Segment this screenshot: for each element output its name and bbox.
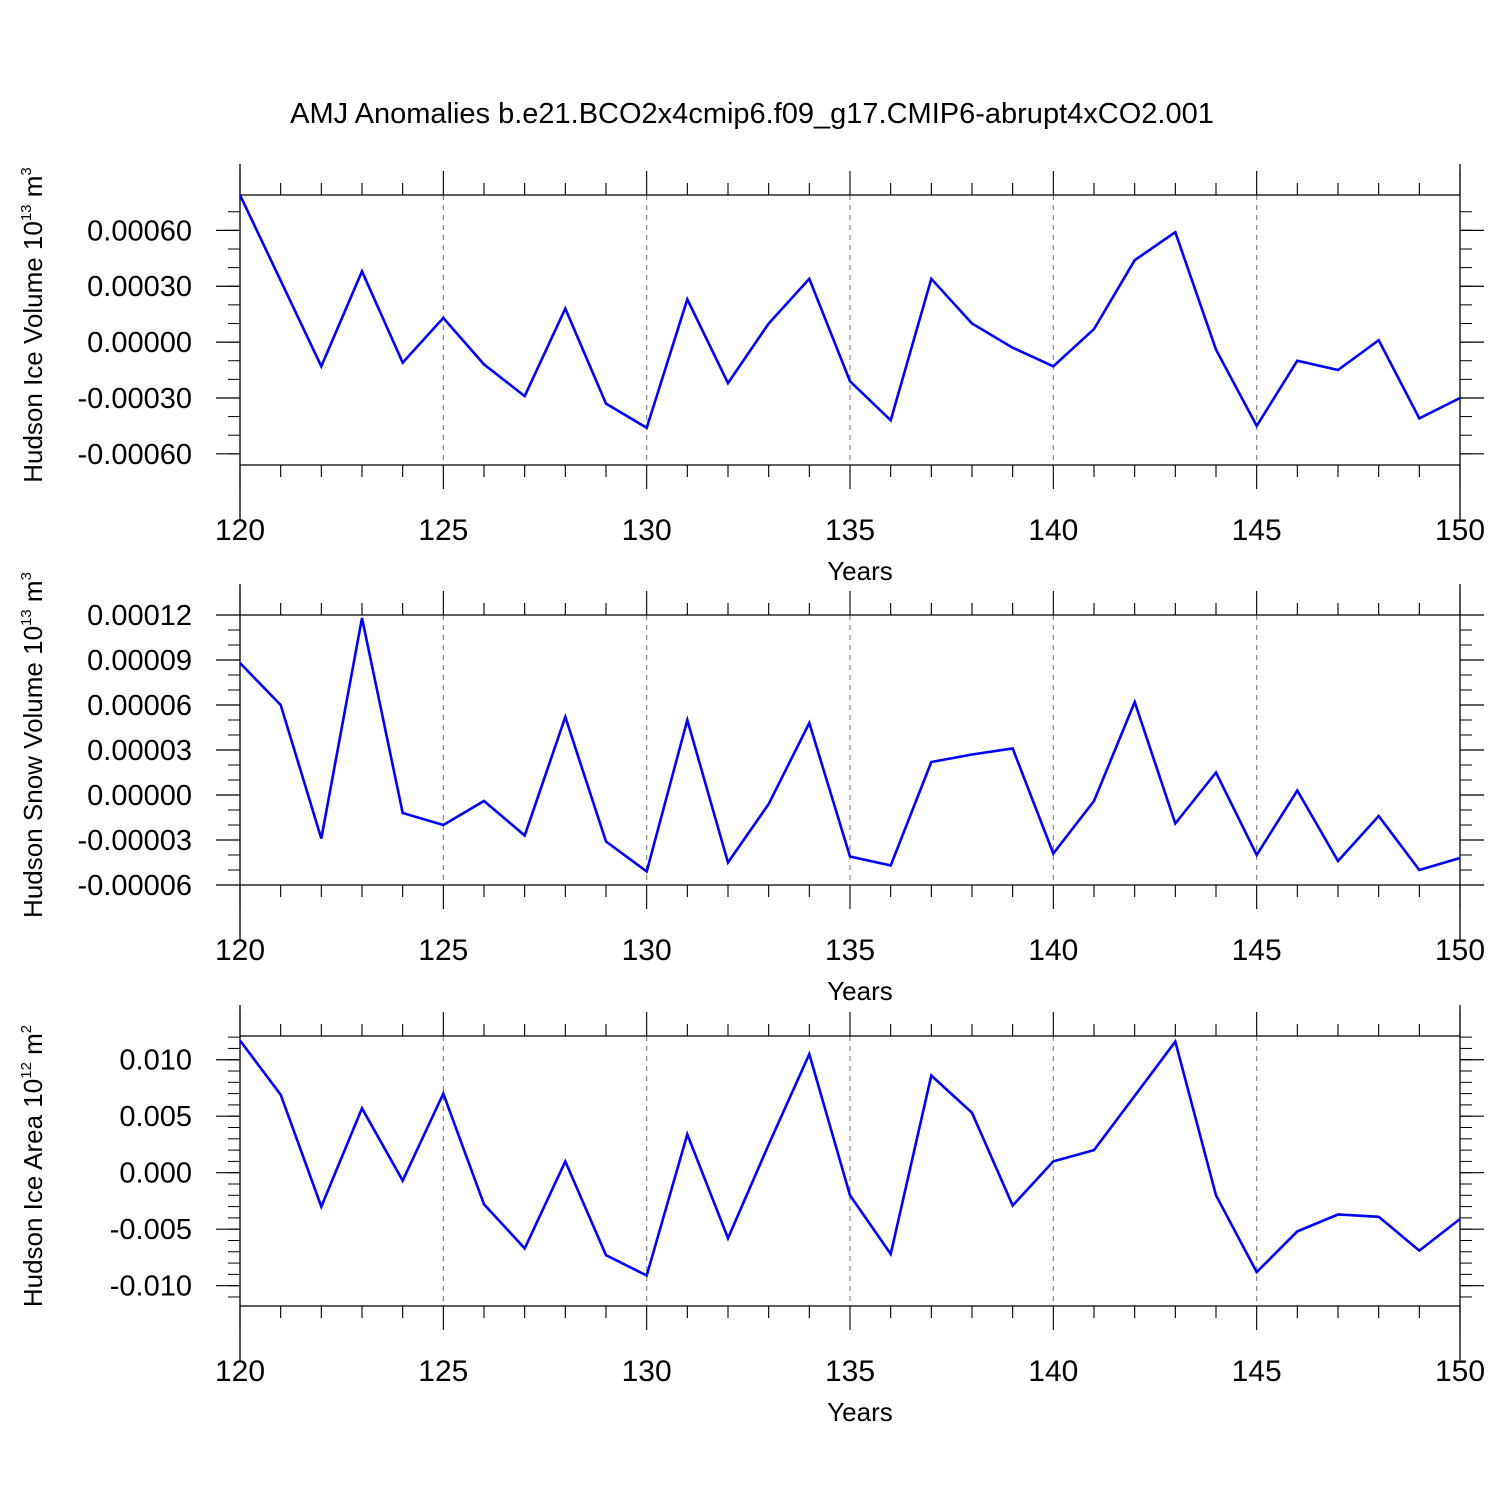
series-line-1 <box>238 194 1461 430</box>
x-tick-label-125: 125 <box>418 934 468 967</box>
y-tick-label: -0.00006 <box>78 870 193 902</box>
panel-3: 120 125 130 135 140 145 150 Years 0.010 0.005 0.00… <box>18 1005 1485 1427</box>
x-tick-label-135: 135 <box>825 514 875 547</box>
y-tick-label: -0.005 <box>110 1214 192 1246</box>
x-tick-label-120: 120 <box>215 1355 265 1388</box>
y-axis-title-unit-exponent: 3 <box>18 167 35 175</box>
panel-1: 120 125 130 135 140 145 150 Years 0.00060 0.00030… <box>18 164 1485 586</box>
panel-2: 120 125 130 135 140 145 150 Years 0.00012 0.00009… <box>18 572 1485 1006</box>
y-tick-label: -0.00060 <box>78 439 193 471</box>
y-tick-label: 0.005 <box>119 1101 192 1133</box>
series-line-1 <box>238 1038 1461 1278</box>
y-tick-label: 0.00030 <box>87 271 192 303</box>
panels-group: 120 125 130 135 140 145 150Years0.000600.00030… <box>18 164 1485 1427</box>
x-tick-label-150: 150 <box>1435 1355 1485 1388</box>
x-tick-label-130: 130 <box>622 934 672 967</box>
x-tick-label-145: 145 <box>1232 514 1282 547</box>
x-tick-label-135: 135 <box>825 1355 875 1388</box>
y-axis-title-text: Hudson Snow Volume 10 <box>18 626 48 918</box>
x-tick-label-140: 140 <box>1028 1355 1078 1388</box>
y-axis-title: Hudson Ice Area 1012 m2 <box>18 1025 48 1307</box>
y-axis-title-unit: m <box>18 176 48 205</box>
x-tick-label-145: 145 <box>1232 1355 1282 1388</box>
x-tick-label-150: 150 <box>1435 934 1485 967</box>
x-axis-title: Years <box>827 556 893 586</box>
x-axis-title: Years <box>827 976 893 1006</box>
y-axis-title-text: Hudson Ice Area 10 <box>18 1079 48 1307</box>
y-tick-label: 0.00000 <box>87 780 192 812</box>
y-axis-title-unit: m <box>18 580 48 609</box>
y-axis-title-text: Hudson Ice Volume 10 <box>18 221 48 483</box>
y-tick-label: 0.010 <box>119 1045 192 1077</box>
y-tick-label: 0.000 <box>119 1158 192 1190</box>
y-axis-title-exponent: 13 <box>18 609 35 626</box>
y-tick-label: -0.010 <box>110 1271 192 1303</box>
x-tick-label-130: 130 <box>622 1355 672 1388</box>
y-axis-title-unit-exponent: 3 <box>18 572 35 580</box>
x-tick-label-130: 130 <box>622 514 672 547</box>
x-tick-label-145: 145 <box>1232 934 1282 967</box>
y-axis-title-exponent: 13 <box>18 204 35 221</box>
y-tick-label: 0.00009 <box>87 645 192 677</box>
y-tick-label: 0.00000 <box>87 327 192 359</box>
x-tick-label-150: 150 <box>1435 514 1485 547</box>
y-tick-label: -0.00030 <box>78 383 193 415</box>
x-tick-label-140: 140 <box>1028 934 1078 967</box>
y-axis-title: Hudson Snow Volume 1013 m3 <box>18 572 48 918</box>
y-tick-label: -0.00003 <box>78 825 193 857</box>
y-axis-title: Hudson Ice Volume 1013 m3 <box>18 167 48 483</box>
x-tick-label-125: 125 <box>418 514 468 547</box>
x-tick-label-140: 140 <box>1028 514 1078 547</box>
x-axis-title: Years <box>827 1397 893 1427</box>
series-line-1 <box>239 617 1461 874</box>
y-axis-title-exponent: 12 <box>18 1062 35 1079</box>
y-tick-label: 0.00012 <box>87 600 192 632</box>
y-axis-title-unit: m <box>18 1033 48 1062</box>
x-tick-label-125: 125 <box>418 1355 468 1388</box>
y-tick-label: 0.00006 <box>87 690 192 722</box>
x-tick-label-120: 120 <box>215 514 265 547</box>
x-tick-label-120: 120 <box>215 934 265 967</box>
y-tick-label: 0.00003 <box>87 735 192 767</box>
x-tick-label-135: 135 <box>825 934 875 967</box>
figure-title: AMJ Anomalies b.e21.BCO2x4cmip6.f09_g17.… <box>290 98 1214 130</box>
y-axis-title-unit-exponent: 2 <box>18 1025 35 1033</box>
y-tick-label: 0.00060 <box>87 215 192 247</box>
